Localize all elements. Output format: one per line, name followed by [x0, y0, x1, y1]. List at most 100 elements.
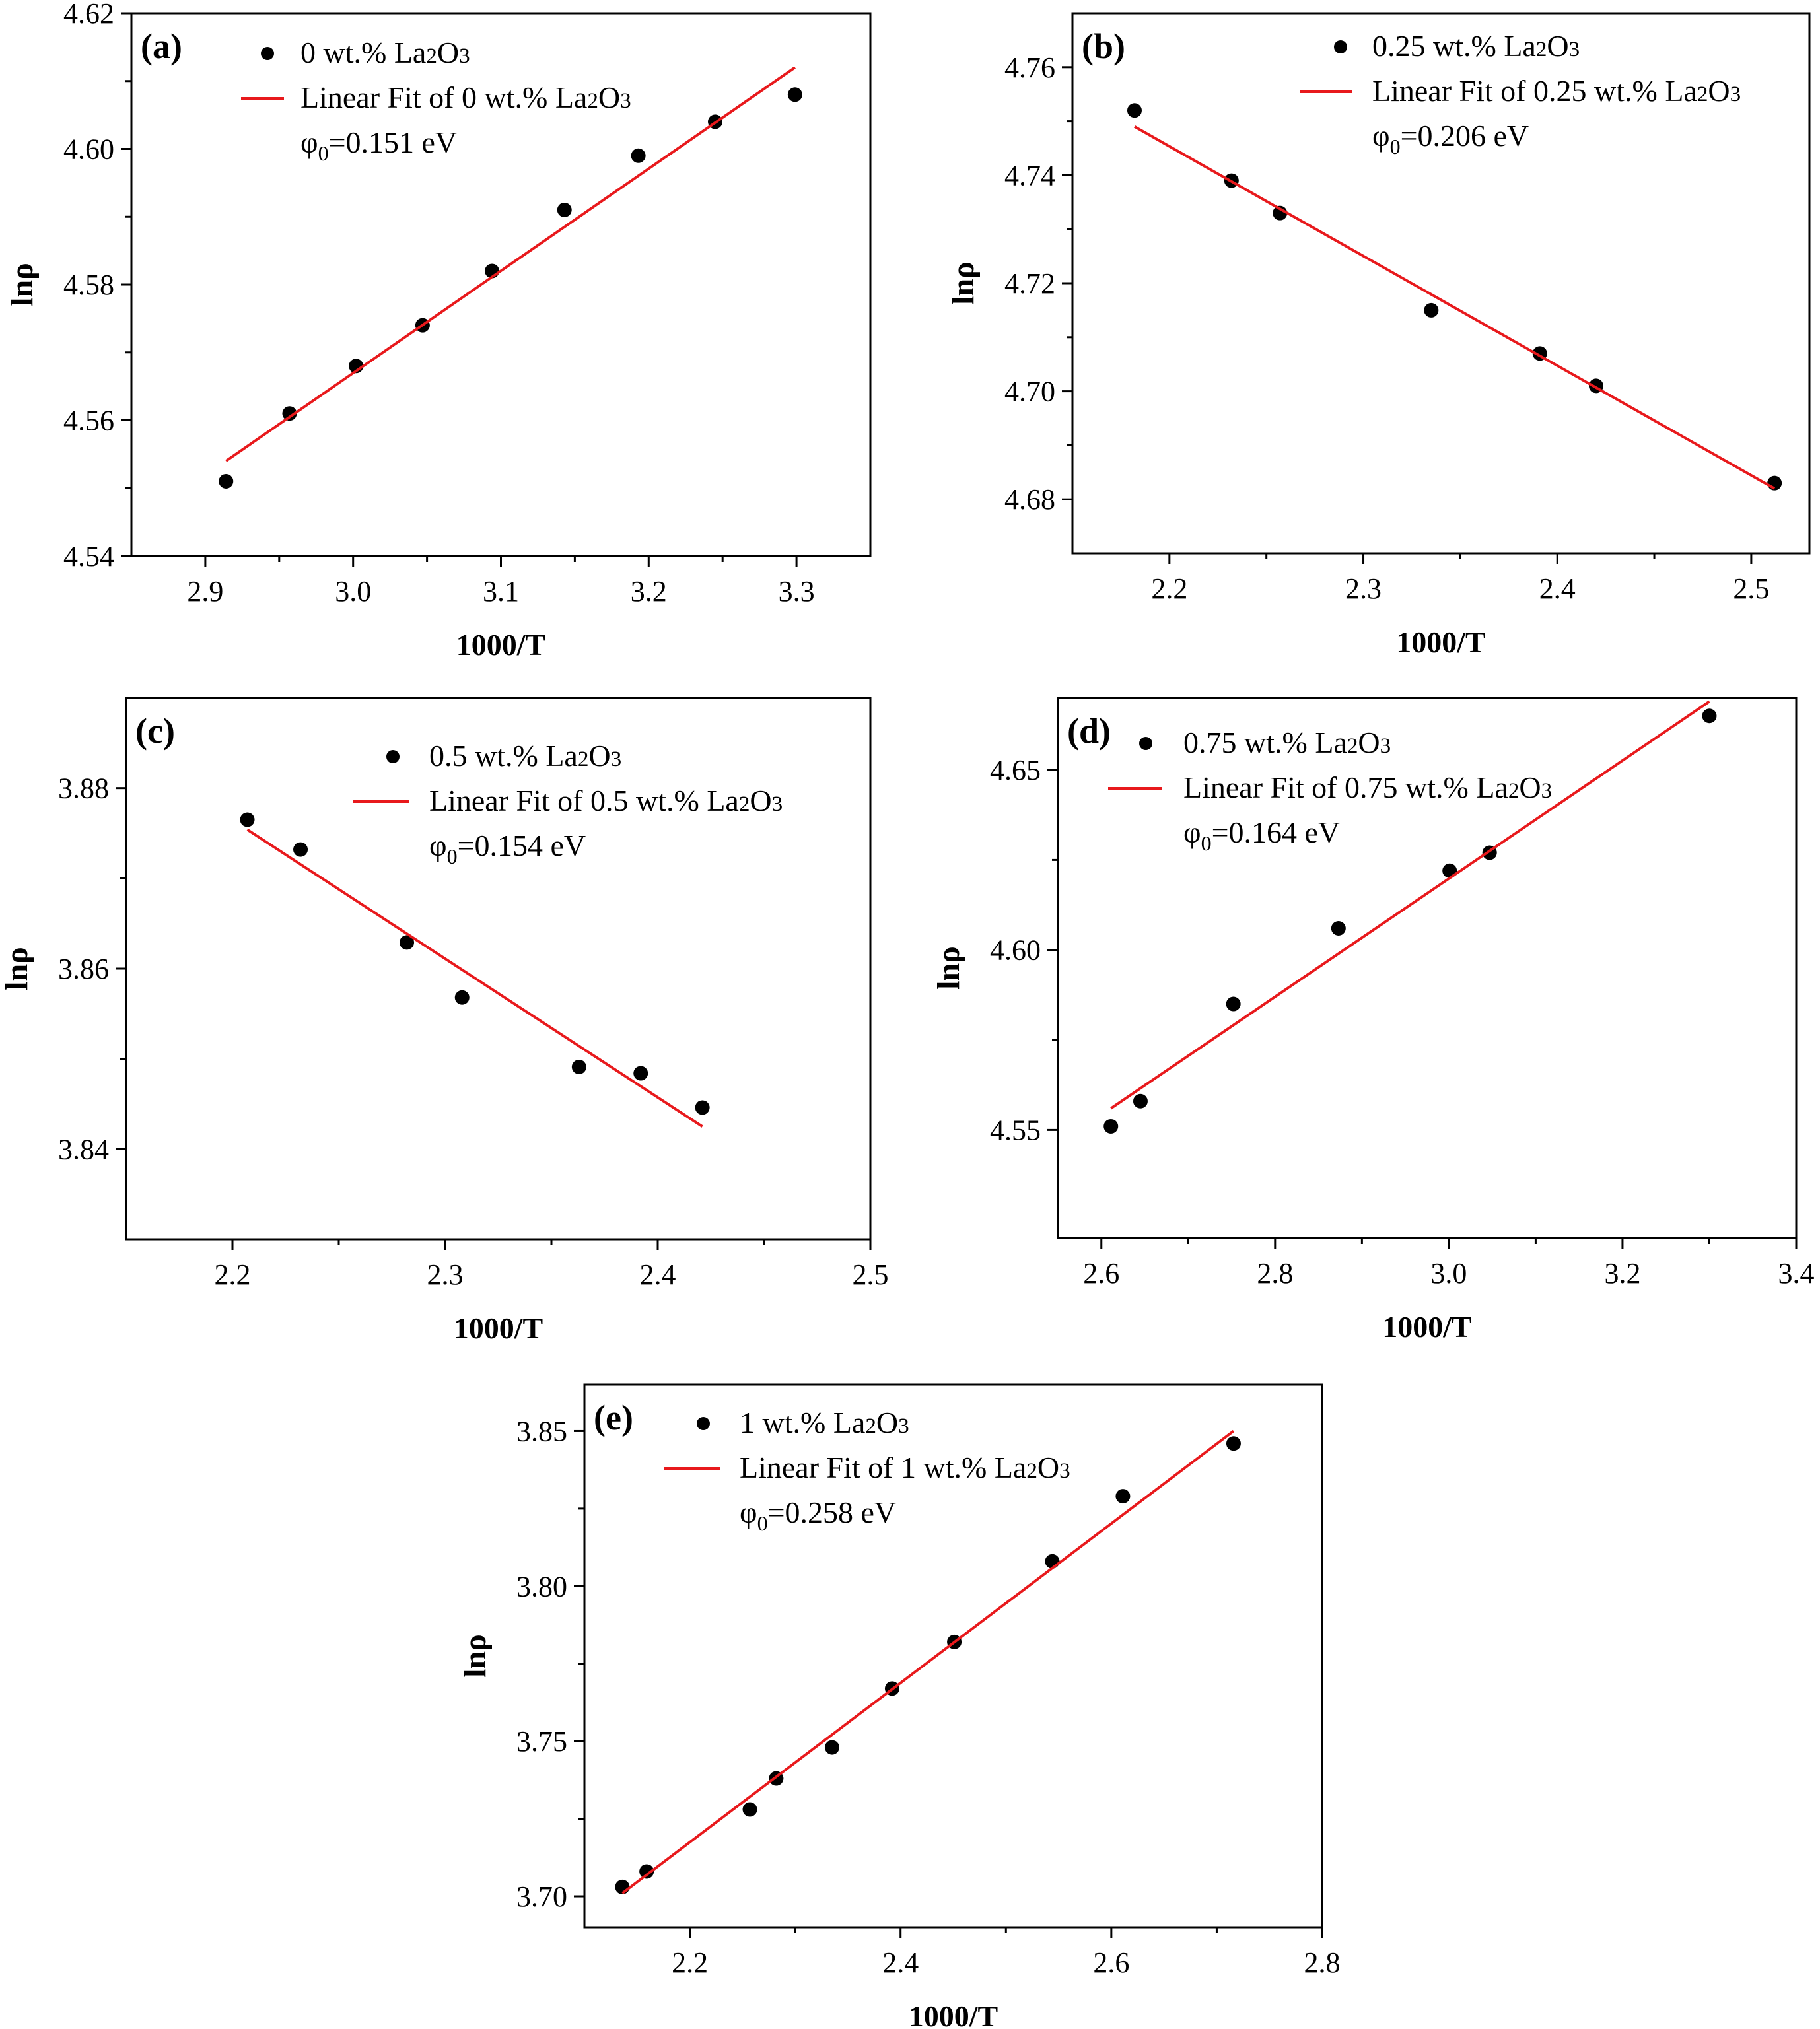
legend: 0.75 wt.% La2O3 Linear Fit of 0.75 wt.% L…: [1108, 726, 1552, 855]
panel-label: (a): [141, 26, 182, 66]
fit-line: [621, 1429, 1235, 1894]
data-point: [1103, 1118, 1119, 1134]
y-tick-label: 3.85: [516, 1415, 567, 1447]
data-point: [1115, 1489, 1131, 1504]
chart-panel-e: 2.2 2.4 2.6 2.8 3.70 3.75 3.80 3.85 1000/T lnρ (e)…: [458, 1383, 1341, 2029]
data-point: [282, 406, 297, 421]
y-tick-label: 4.54: [63, 540, 114, 572]
data-point: [1424, 302, 1439, 318]
y-tick-label: 4.68: [1004, 483, 1055, 516]
y-tick-label: 4.65: [990, 754, 1041, 786]
x-tick-label: 2.8: [1304, 1946, 1341, 1979]
activation-energy-label: φ0=0.154 eV: [429, 829, 586, 868]
panel-label: (b): [1082, 26, 1125, 66]
y-tick-label: 3.80: [516, 1570, 567, 1602]
legend-label: 0.75 wt.% La2O3: [1183, 726, 1391, 759]
plot-frame: [125, 697, 872, 1241]
x-axis-label: 1000/T: [1396, 625, 1485, 659]
data-point: [742, 1802, 757, 1817]
legend: 0 wt.% La2O3 Linear Fit of 0 wt.% La2O3 φ0…: [241, 36, 631, 165]
x-tick-label: 2.3: [1345, 572, 1382, 605]
data-point: [219, 473, 234, 489]
x-tick-label: 3.1: [483, 575, 519, 607]
x-axis-label: 1000/T: [909, 1999, 998, 2029]
legend-label: 0.5 wt.% La2O3: [429, 739, 621, 773]
data-point: [631, 148, 646, 163]
y-axis-label: lnρ: [0, 947, 34, 990]
y-tick-label: 4.56: [63, 405, 114, 437]
legend: 1 wt.% La2O3 Linear Fit of 1 wt.% La2O3 φ0…: [664, 1406, 1070, 1535]
legend-label: 0.25 wt.% La2O3: [1372, 29, 1580, 63]
data-point: [400, 935, 415, 950]
data-point: [571, 1059, 586, 1074]
legend-label: Linear Fit of 0.75 wt.% La2O3: [1183, 771, 1552, 804]
data-point: [293, 842, 308, 857]
legend: 0.25 wt.% La2O3 Linear Fit of 0.25 wt.% L…: [1300, 29, 1741, 158]
x-tick-label: 3.2: [631, 575, 667, 607]
x-tick-label: 2.6: [1083, 1257, 1119, 1290]
x-tick-label: 2.2: [1151, 572, 1187, 605]
legend-label: 0 wt.% La2O3: [300, 36, 470, 69]
y-axis-label: lnρ: [946, 261, 981, 305]
y-tick-label: 4.74: [1004, 159, 1055, 191]
y-axis-label: lnρ: [458, 1634, 493, 1678]
activation-energy-label: φ0=0.258 eV: [740, 1496, 896, 1535]
x-tick-label: 2.4: [640, 1258, 676, 1291]
data-point: [557, 202, 572, 217]
y-axis-label: lnρ: [931, 946, 966, 990]
data-point: [1045, 1554, 1060, 1569]
data-point: [695, 1100, 710, 1115]
y-tick-label: 4.55: [990, 1114, 1041, 1146]
legend-label: Linear Fit of 0 wt.% La2O3: [300, 81, 631, 114]
y-tick-label: 3.84: [58, 1133, 109, 1165]
plot-frame: [583, 1383, 1323, 1929]
legend-label: 1 wt.% La2O3: [740, 1406, 909, 1439]
legend-marker-swatch: [1334, 40, 1347, 53]
legend-marker-swatch: [697, 1417, 710, 1430]
x-tick-label: 3.2: [1604, 1257, 1640, 1290]
y-tick-label: 4.70: [1004, 376, 1055, 408]
data-point: [1226, 996, 1241, 1012]
x-tick-label: 3.0: [335, 575, 371, 607]
fit-line: [246, 828, 703, 1128]
x-tick-label: 3.0: [1430, 1257, 1467, 1290]
x-tick-label: 2.5: [853, 1258, 889, 1291]
x-tick-label: 2.5: [1733, 572, 1769, 605]
y-tick-label: 3.86: [58, 953, 109, 985]
fit-line: [225, 66, 796, 462]
y-tick-label: 4.62: [63, 0, 114, 30]
legend: 0.5 wt.% La2O3 Linear Fit of 0.5 wt.% La2…: [353, 739, 783, 868]
chart-panel-b: 2.2 2.3 2.4 2.5 4.68 4.70 4.72 4.74 4.76 1000/T ln…: [946, 12, 1811, 659]
x-tick-label: 3.4: [1778, 1257, 1815, 1290]
legend-marker-swatch: [386, 750, 400, 763]
x-axis-label: 1000/T: [454, 1311, 543, 1345]
data-point: [633, 1066, 648, 1081]
y-tick-label: 4.60: [63, 133, 114, 166]
y-tick-label: 3.88: [58, 773, 109, 805]
data-point: [1702, 708, 1717, 724]
x-tick-label: 2.4: [882, 1946, 919, 1979]
legend-label: Linear Fit of 0.25 wt.% La2O3: [1372, 74, 1741, 108]
plot-frame: [1057, 697, 1798, 1239]
data-point: [454, 990, 470, 1005]
panel-label: (e): [594, 1398, 633, 1437]
panel-label: (c): [135, 711, 175, 751]
x-tick-label: 2.2: [672, 1946, 708, 1979]
data-point: [1331, 921, 1346, 936]
fit-line: [1110, 700, 1710, 1110]
data-point: [639, 1864, 654, 1879]
y-tick-label: 3.70: [516, 1880, 567, 1913]
chart-panel-a: 2.9 3.0 3.1 3.2 3.3 4.54 4.56 4.58 4.60 4.62 1000/…: [5, 0, 872, 662]
activation-energy-label: φ0=0.206 eV: [1372, 119, 1529, 158]
chart-panel-c: 2.2 2.3 2.4 2.5 3.84 3.86 3.88 1000/T lnρ (c) 0.5 …: [0, 697, 889, 1345]
legend-marker-swatch: [1139, 737, 1152, 750]
activation-energy-label: φ0=0.151 eV: [300, 125, 457, 165]
y-tick-label: 3.75: [516, 1725, 567, 1758]
x-tick-label: 2.2: [215, 1258, 251, 1291]
y-tick-label: 4.76: [1004, 52, 1055, 84]
data-point: [240, 812, 255, 827]
x-tick-label: 2.8: [1257, 1257, 1293, 1290]
legend-label: Linear Fit of 0.5 wt.% La2O3: [429, 784, 783, 817]
y-tick-label: 4.60: [990, 934, 1041, 967]
legend-marker-swatch: [261, 47, 274, 60]
